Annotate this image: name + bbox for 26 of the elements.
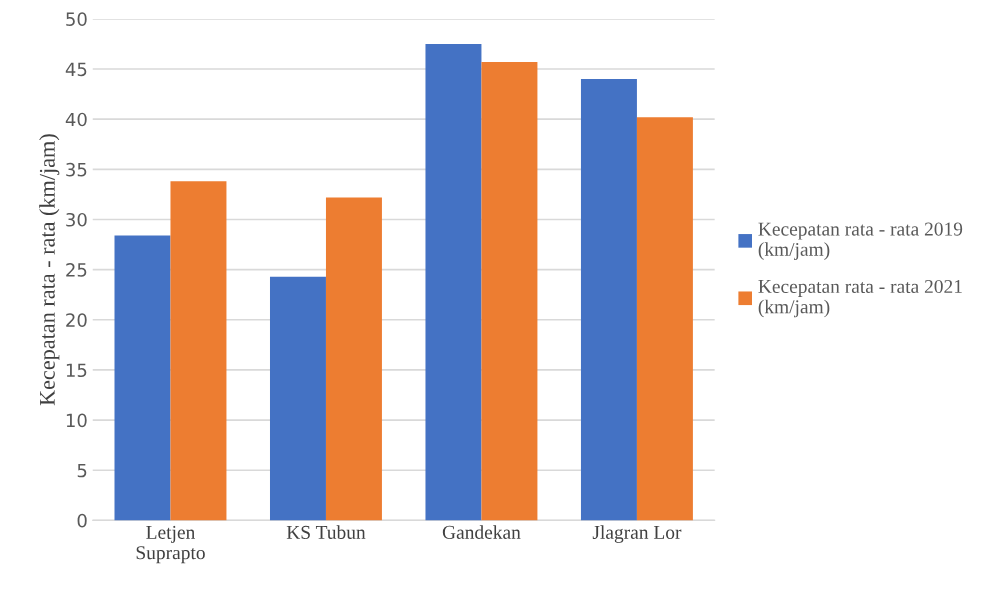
- y-tick-label: 20: [66, 313, 87, 327]
- y-tick-label: 5: [77, 463, 87, 478]
- bar: [269, 276, 326, 521]
- y-tick-label: 40: [65, 112, 87, 127]
- y-axis-title: Kecepatan rata - rata (km/jam): [39, 134, 60, 406]
- y-tick-label: 35: [66, 162, 87, 177]
- bar: [425, 43, 482, 521]
- y-tick-label: 50: [66, 12, 87, 26]
- legend-label: Kecepatan rata - rata 2019 (km/jam): [758, 222, 963, 260]
- y-tick-label: 45: [65, 62, 87, 77]
- y-tick-label: 0: [77, 513, 87, 528]
- x-tick-label: KS Tubun: [286, 525, 366, 539]
- bar: [170, 181, 227, 521]
- y-tick-label: 25: [66, 263, 87, 277]
- bar: [580, 79, 637, 521]
- y-tick-label: 15: [66, 363, 87, 378]
- bar: [114, 235, 171, 521]
- x-tick-label: Letjen Suprapto: [136, 525, 205, 564]
- x-tick-label: Gandekan: [442, 525, 521, 539]
- bar: [325, 197, 382, 521]
- bar: [481, 62, 538, 521]
- y-tick-label: 30: [66, 212, 87, 227]
- legend-label: Kecepatan rata - rata 2021 (km/jam): [758, 279, 962, 318]
- x-tick-label: Jlagran Lor: [592, 525, 682, 543]
- bar: [636, 117, 693, 521]
- y-tick-label: 10: [66, 413, 87, 428]
